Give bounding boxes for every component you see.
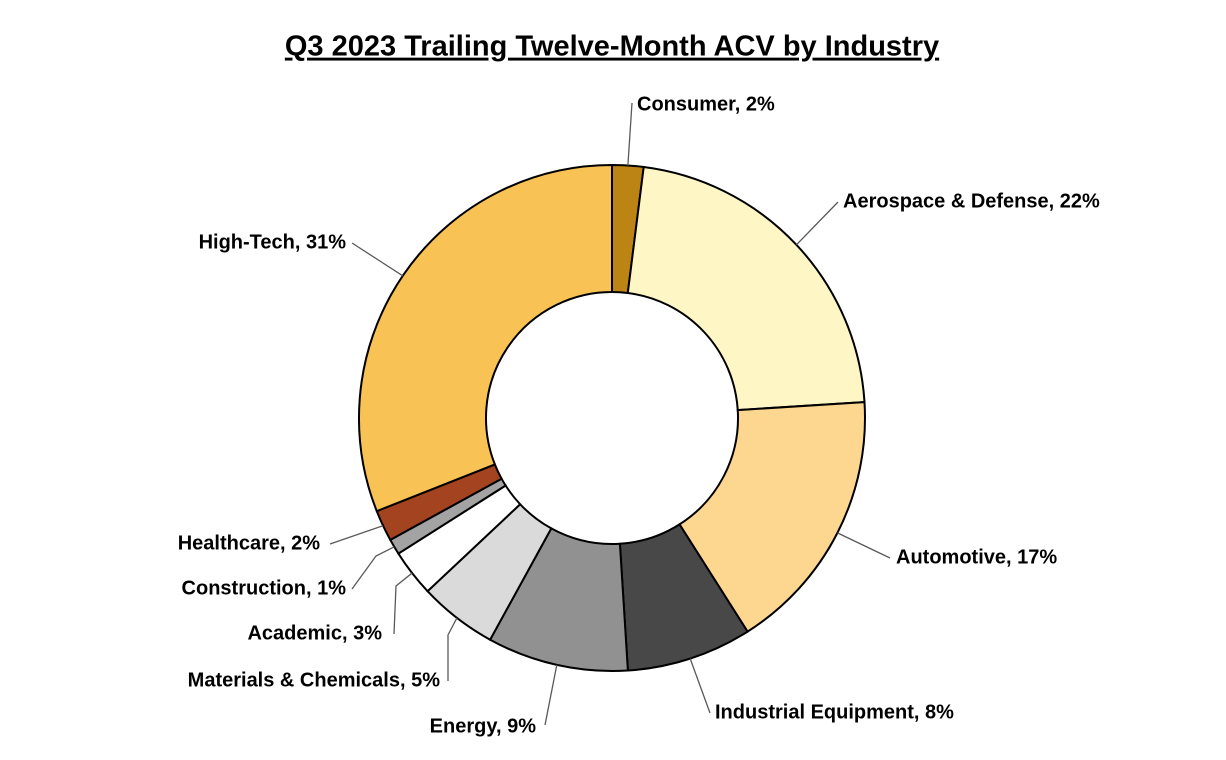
- leader-line: [627, 102, 633, 166]
- data-label: Academic, 3%: [247, 622, 382, 644]
- leader-line: [544, 664, 558, 726]
- data-label: Energy, 9%: [430, 715, 537, 737]
- data-label: Aerospace & Defense, 22%: [843, 190, 1100, 212]
- data-label: Construction, 1%: [182, 577, 347, 599]
- data-label: Industrial Equipment, 8%: [715, 701, 954, 723]
- leader-line: [837, 532, 891, 559]
- data-label: Materials & Chemicals, 5%: [188, 669, 441, 691]
- donut-segment: [678, 401, 866, 633]
- leader-line: [351, 242, 404, 277]
- data-label: Healthcare, 2%: [178, 532, 321, 554]
- donut-segment: [358, 163, 613, 513]
- chart-title: Q3 2023 Trailing Twelve-Month ACV by Ind…: [285, 31, 939, 63]
- leader-line: [351, 546, 395, 590]
- leader-line: [329, 525, 384, 545]
- data-label: Automotive, 17%: [896, 546, 1057, 568]
- leader-line: [689, 658, 711, 714]
- leader-line: [393, 572, 413, 635]
- leader-line: [447, 617, 458, 681]
- data-label: High-Tech, 31%: [199, 231, 347, 253]
- leader-line: [795, 201, 839, 246]
- donut-segment: [626, 165, 866, 412]
- data-label: Consumer, 2%: [637, 93, 775, 115]
